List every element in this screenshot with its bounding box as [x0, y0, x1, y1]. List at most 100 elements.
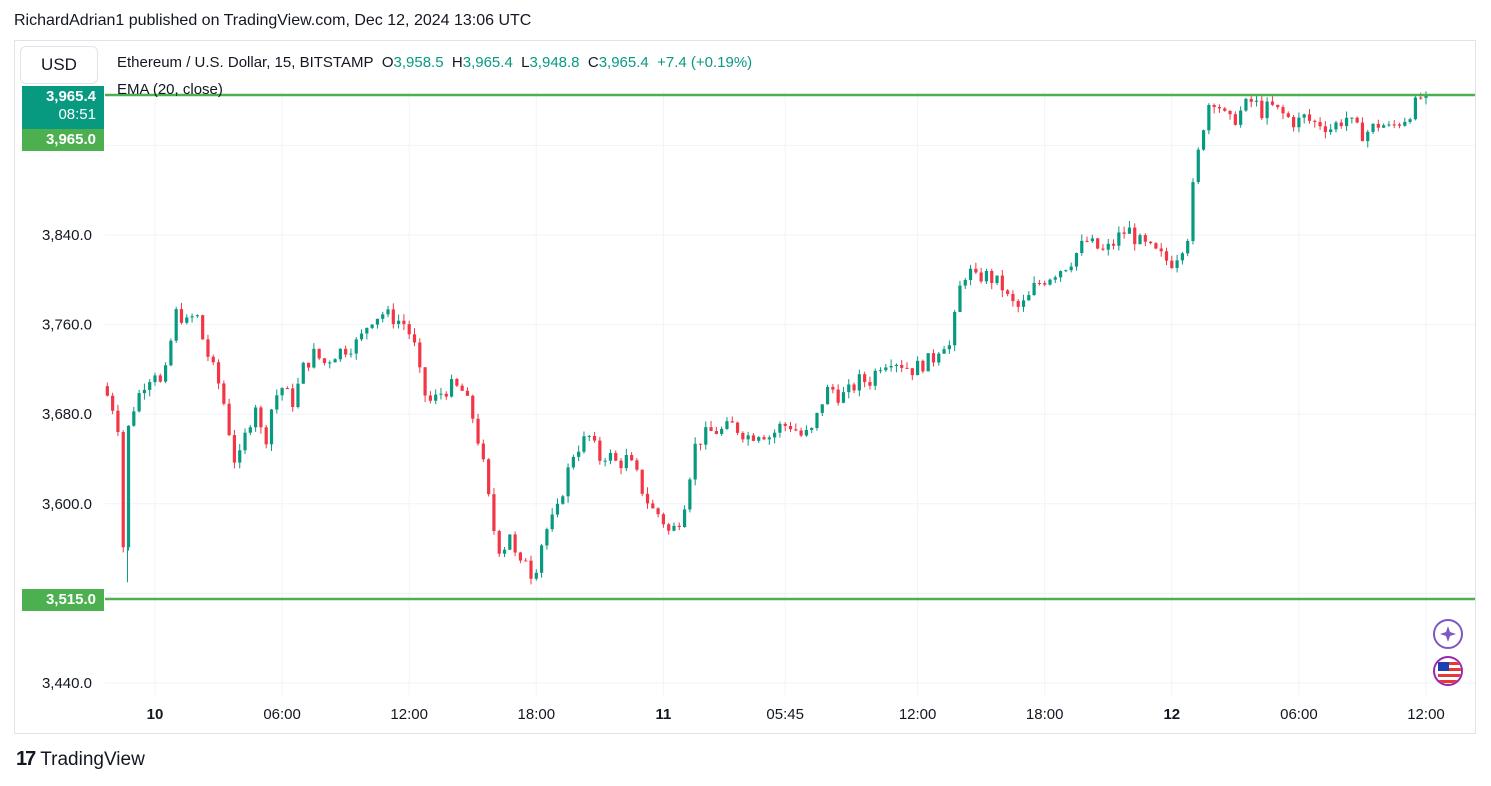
candle-body [418, 342, 422, 368]
candle-body [1096, 238, 1100, 249]
y-tick-label: 3,680.0 [42, 406, 92, 423]
sparkle-icon[interactable] [1433, 619, 1463, 649]
candle-body [921, 360, 925, 372]
candle-body [1313, 120, 1317, 122]
legend-high-value: 3,965.4 [462, 54, 513, 71]
candle-body [735, 422, 740, 433]
last-price-value: 3,965.4 [45, 88, 96, 105]
candle-body [698, 443, 703, 445]
candle-body [375, 318, 380, 325]
candle-body [852, 384, 856, 391]
candle-body [402, 320, 406, 325]
candle-body [1281, 107, 1285, 114]
candle-body [471, 395, 475, 419]
candle-body [1138, 235, 1142, 245]
candle-body [1397, 124, 1402, 126]
candle-body [121, 432, 125, 548]
candle-body [1196, 149, 1200, 183]
candle-body [1117, 232, 1121, 246]
candle-body [238, 450, 242, 463]
candle-body [449, 379, 454, 397]
candle-body [179, 309, 184, 323]
candle-body [428, 395, 432, 401]
candle-body [672, 525, 676, 531]
us-flag-icon[interactable] [1433, 656, 1463, 686]
candle-body [825, 386, 830, 405]
candle-body [1021, 300, 1026, 307]
candle-body [990, 270, 994, 284]
x-tick-label: 10 [147, 706, 164, 723]
candle-body [577, 451, 581, 457]
candle-body [635, 460, 639, 470]
legend-close-value: 3,965.4 [598, 54, 649, 71]
candle-body [1101, 248, 1105, 250]
logo-mark: 17 [16, 748, 36, 770]
candle-body [397, 320, 401, 325]
candle-body [1323, 126, 1327, 133]
candle-body [349, 353, 353, 355]
candle-body [831, 386, 835, 390]
candle-body [767, 437, 771, 440]
candle-body [582, 436, 586, 452]
candle-body [1085, 240, 1089, 242]
chart-frame[interactable] [14, 40, 1476, 734]
candle-body [704, 427, 708, 445]
candle-body [232, 435, 237, 463]
candle-body [550, 514, 554, 530]
candle-body [116, 410, 120, 433]
y-tick-label: 3,440.0 [42, 675, 92, 692]
candle-body [1297, 117, 1301, 128]
currency-button[interactable]: USD [20, 46, 98, 84]
candle-body [296, 383, 300, 408]
candle-body [465, 390, 470, 396]
candle-body [137, 393, 141, 412]
candle-body [916, 360, 920, 376]
candle-body [1419, 97, 1423, 99]
candle-body [502, 549, 507, 554]
candle-body [571, 456, 575, 468]
legend-low-label: L [521, 54, 530, 71]
candle-body [910, 368, 914, 376]
publisher-caption: RichardAdrian1 published on TradingView.… [14, 12, 532, 29]
candle-body [1223, 108, 1227, 111]
candle-body [677, 525, 681, 528]
candle-body [243, 432, 247, 451]
x-tick-label: 12:00 [1407, 706, 1445, 723]
candle-body [492, 494, 496, 531]
candle-body [566, 467, 570, 497]
candle-body [1217, 106, 1222, 109]
tradingview-logo[interactable]: 17 TradingView [16, 748, 145, 771]
candle-body [312, 348, 316, 368]
legend-open-value: 3,958.5 [393, 54, 444, 71]
legend-open-label: O [381, 54, 394, 71]
candle-body [1270, 101, 1275, 105]
candle-body [476, 418, 480, 444]
candle-body [963, 280, 967, 286]
candle-body [1239, 110, 1243, 125]
candle-body [630, 455, 634, 461]
candle-body [132, 411, 136, 426]
candle-body [1228, 110, 1232, 115]
candle-body [587, 435, 591, 437]
candle-body [264, 427, 268, 445]
candle-body [291, 388, 295, 408]
ema-indicator-label[interactable]: EMA (20, close) [117, 81, 223, 98]
candle-body [248, 427, 252, 433]
candle-body [185, 317, 189, 323]
candle-body [714, 431, 718, 434]
candle-body [725, 421, 729, 429]
candle-body [460, 385, 464, 391]
candle-body [1403, 121, 1407, 126]
candle-body [158, 375, 162, 382]
candle-body [280, 388, 284, 396]
candle-body [142, 389, 147, 394]
candle-body [1074, 253, 1079, 267]
candle-body [1006, 290, 1010, 294]
candle-body [995, 275, 999, 284]
candle-body [783, 423, 787, 426]
candle-body [762, 437, 766, 440]
candle-body [508, 534, 512, 550]
x-tick-label: 06:00 [263, 706, 301, 723]
candle-body [847, 384, 851, 393]
